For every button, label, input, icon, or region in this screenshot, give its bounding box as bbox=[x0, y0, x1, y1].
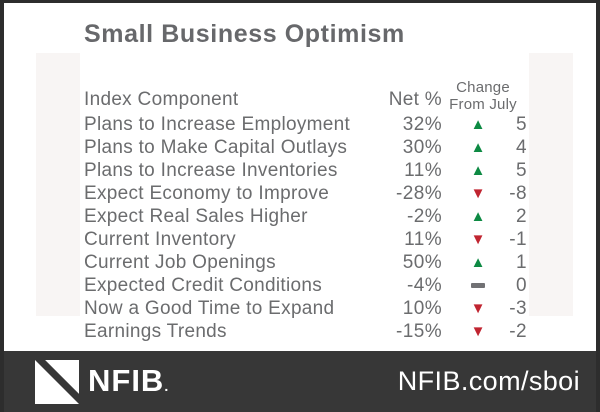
table-row: Expect Real Sales Higher -2% 2 bbox=[84, 205, 527, 228]
row-change-value: -3 bbox=[509, 298, 527, 319]
row-change-value: 4 bbox=[516, 137, 527, 158]
table-body: Plans to Increase Employment 32% 5 Plans… bbox=[84, 113, 527, 343]
row-net-percent: 30% bbox=[402, 137, 442, 158]
row-net-percent: -4% bbox=[407, 275, 442, 296]
right-accent-strip bbox=[529, 53, 573, 316]
row-component-label: Expect Real Sales Higher bbox=[84, 206, 308, 227]
column-header-change-line2: From July bbox=[449, 96, 517, 113]
row-net-percent: 50% bbox=[402, 252, 442, 273]
row-component-label: Current Job Openings bbox=[84, 252, 276, 273]
row-component-label: Plans to Make Capital Outlays bbox=[84, 137, 348, 158]
table-row: Plans to Make Capital Outlays 30% 4 bbox=[84, 136, 527, 159]
table-row: Now a Good Time to Expand 10% -3 bbox=[84, 297, 527, 320]
row-change-value: 0 bbox=[516, 275, 527, 296]
footer-bar: NFIB. NFIB.com/sboi bbox=[4, 351, 596, 412]
row-change-value: 2 bbox=[516, 206, 527, 227]
table-row: Expected Credit Conditions -4% 0 bbox=[84, 274, 527, 297]
row-component-label: Current Inventory bbox=[84, 229, 236, 250]
row-net-percent: 10% bbox=[402, 298, 442, 319]
table-row: Expect Economy to Improve -28% -8 bbox=[84, 182, 527, 205]
table-row: Plans to Increase Inventories 11% 5 bbox=[84, 159, 527, 182]
row-change-value: -2 bbox=[509, 321, 527, 342]
row-change-value: 5 bbox=[516, 160, 527, 181]
footer-url: NFIB.com/sboi bbox=[397, 366, 580, 396]
row-net-percent: -2% bbox=[407, 206, 442, 227]
row-component-label: Expected Credit Conditions bbox=[84, 275, 323, 296]
row-net-percent: -15% bbox=[396, 321, 442, 342]
row-change-value: 5 bbox=[516, 114, 527, 135]
row-net-percent: -28% bbox=[396, 183, 442, 204]
row-change-value: -1 bbox=[509, 229, 527, 250]
row-net-percent: 11% bbox=[404, 160, 442, 181]
table-row: Plans to Increase Employment 32% 5 bbox=[84, 113, 527, 136]
row-net-percent: 11% bbox=[404, 229, 442, 250]
nfib-trademark-dot: . bbox=[164, 378, 169, 394]
row-change-value: -8 bbox=[509, 183, 527, 204]
column-header-net: Net % bbox=[388, 89, 442, 110]
row-component-label: Plans to Increase Inventories bbox=[84, 160, 338, 181]
row-component-label: Expect Economy to Improve bbox=[84, 183, 330, 204]
table-header-row: Index Component Net % Change From July bbox=[84, 73, 527, 113]
row-net-percent: 32% bbox=[402, 114, 442, 135]
column-header-change-line1: Change bbox=[456, 79, 510, 96]
table-row: Current Inventory 11% -1 bbox=[84, 228, 527, 251]
page-title: Small Business Optimism bbox=[84, 20, 405, 48]
left-accent-strip bbox=[36, 53, 80, 316]
row-component-label: Plans to Increase Employment bbox=[84, 114, 351, 135]
column-header-change: Change From July bbox=[437, 79, 529, 113]
row-change-value: 1 bbox=[516, 252, 527, 273]
row-component-label: Earnings Trends bbox=[84, 321, 227, 342]
nfib-wordmark: NFIB. bbox=[88, 363, 168, 399]
table-row: Current Job Openings 50% 1 bbox=[84, 251, 527, 274]
nfib-logo-icon bbox=[35, 360, 79, 404]
table-row: Earnings Trends -15% -2 bbox=[84, 320, 527, 343]
optimism-table: Index Component Net % Change From July P… bbox=[84, 73, 527, 343]
row-component-label: Now a Good Time to Expand bbox=[84, 298, 335, 319]
nfib-wordmark-text: NFIB bbox=[88, 363, 165, 398]
column-header-component: Index Component bbox=[84, 89, 239, 110]
